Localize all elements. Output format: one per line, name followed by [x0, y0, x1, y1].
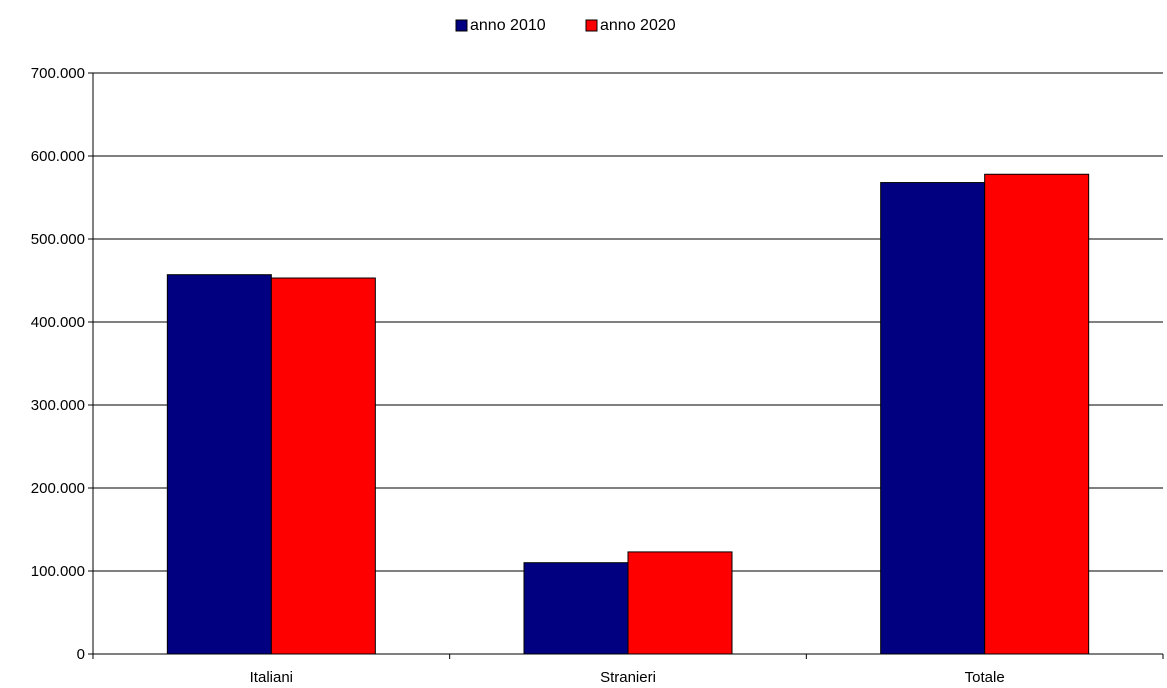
legend: anno 2010 anno 2020 — [455, 17, 676, 34]
legend-swatch — [585, 19, 598, 32]
bar-anno-2010-italiani — [166, 274, 272, 655]
y-tick-label: 200.000 — [31, 480, 85, 497]
y-tick-label: 0 — [77, 646, 85, 663]
y-tick-label: 400.000 — [31, 314, 85, 331]
axes — [88, 72, 1164, 659]
y-tick-label: 700.000 — [31, 65, 85, 82]
bar-anno-2020-stranieri — [627, 551, 733, 655]
x-tick-label: Italiani — [250, 669, 293, 686]
y-tick-label: 300.000 — [31, 397, 85, 414]
x-tick-label: Totale — [965, 669, 1005, 686]
bar-anno-2020-totale — [984, 173, 1090, 655]
legend-swatch — [455, 19, 468, 32]
tick-labels: 0 100.000 200.000 300.000 400.000 500.000 600.… — [31, 65, 1005, 686]
bar-anno-2010-totale — [880, 182, 986, 655]
y-tick-label: 600.000 — [31, 148, 85, 165]
bar-anno-2020-italiani — [270, 277, 376, 655]
x-tick-label: Stranieri — [600, 669, 656, 686]
bar-anno-2010-stranieri — [523, 562, 629, 655]
bars — [166, 173, 1090, 655]
y-tick-label: 100.000 — [31, 563, 85, 580]
y-tick-label: 500.000 — [31, 231, 85, 248]
legend-label: anno 2010 — [470, 17, 546, 34]
legend-label: anno 2020 — [600, 17, 676, 34]
